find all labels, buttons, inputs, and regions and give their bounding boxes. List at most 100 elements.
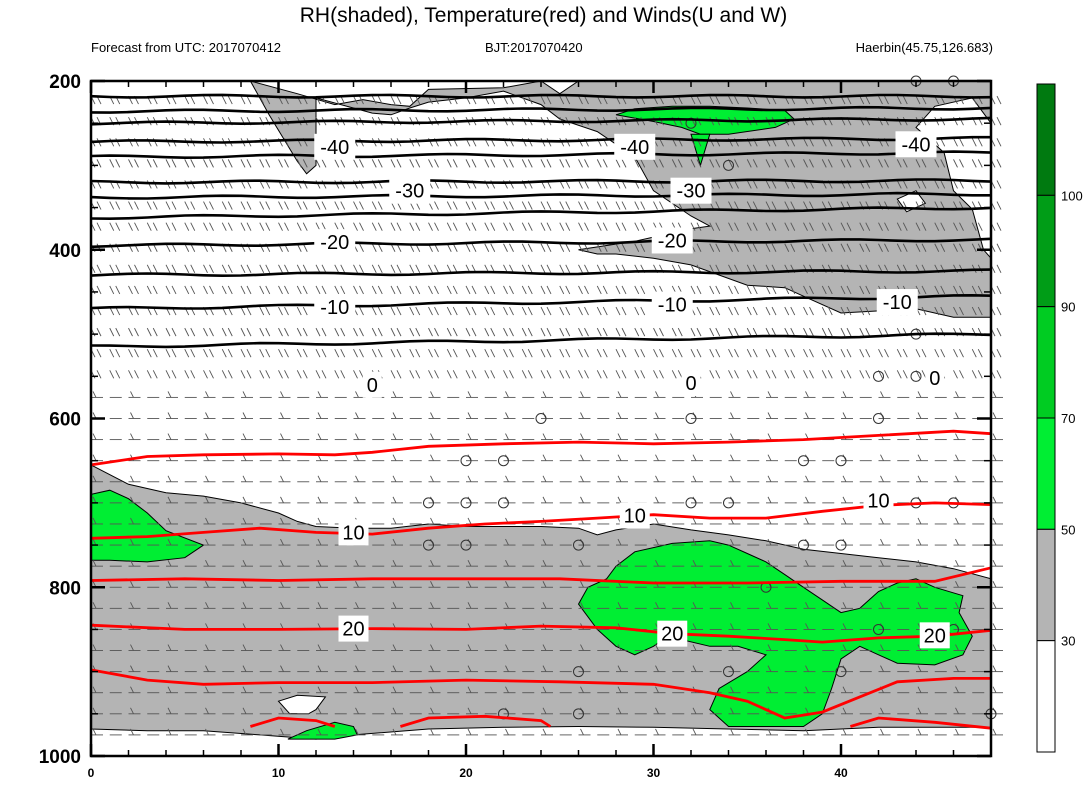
- wind-barb: [377, 201, 383, 210]
- wind-barb: [134, 327, 139, 337]
- temperature-contour-black: [90, 206, 992, 221]
- wind-barb: [396, 285, 402, 295]
- wind-barb: [146, 370, 152, 379]
- calm-wind-circle: [573, 666, 584, 678]
- temperature-contour-red: [90, 566, 992, 585]
- wind-barb-tick: [130, 475, 134, 482]
- wind-barb: [784, 306, 790, 316]
- wind-barb: [659, 370, 664, 379]
- wind-barb: [846, 327, 852, 337]
- wind-barb: [896, 95, 902, 105]
- wind-barb-tick: [992, 665, 997, 672]
- wind-barb-tick: [242, 412, 247, 419]
- wind-barb-tick: [542, 559, 547, 567]
- wind-barb: [827, 349, 833, 358]
- wind-barb: [321, 285, 327, 295]
- wind-barb: [790, 138, 796, 147]
- wind-barb-tick: [430, 475, 434, 482]
- wind-barb: [484, 370, 490, 379]
- wind-barb-tick: [355, 686, 359, 693]
- wind-barb: [527, 370, 533, 379]
- wind-barb: [521, 285, 527, 295]
- colorbar-label: 50: [1061, 522, 1075, 537]
- temperature-contour-black: [90, 293, 992, 310]
- wind-barb-tick: [730, 728, 734, 736]
- wind-barb: [184, 349, 190, 358]
- wind-barb: [709, 306, 715, 316]
- wind-barb: [396, 306, 402, 316]
- wind-barb: [596, 370, 602, 379]
- wind-barb: [246, 370, 252, 379]
- wind-barb-tick: [355, 496, 359, 504]
- calm-wind-circle: [910, 370, 922, 382]
- wind-barb: [390, 95, 396, 105]
- wind-barb: [602, 243, 608, 252]
- wind-barb: [809, 222, 814, 231]
- wind-barb-tick: [992, 559, 997, 567]
- wind-barb: [578, 159, 583, 168]
- wind-barb-tick: [505, 412, 509, 419]
- wind-barb: [934, 349, 940, 358]
- wind-barb: [677, 327, 683, 337]
- wind-barb: [934, 222, 940, 231]
- wind-barb-tick: [617, 496, 622, 504]
- wind-barb: [359, 222, 364, 231]
- wind-barb: [409, 285, 415, 295]
- wind-barb-tick: [880, 602, 884, 609]
- wind-barb: [915, 243, 921, 252]
- wind-barb: [190, 201, 196, 210]
- x-tick-label: 10: [272, 766, 286, 780]
- wind-barb: [752, 159, 758, 168]
- wind-barb-tick: [167, 475, 172, 482]
- wind-barb: [259, 349, 265, 358]
- wind-barb: [452, 159, 458, 168]
- wind-barb: [165, 285, 171, 295]
- wind-barb: [677, 159, 683, 168]
- wind-barb: [784, 180, 790, 189]
- wind-barb: [827, 243, 833, 252]
- wind-barb: [915, 222, 921, 231]
- contour-label-black-bg: [314, 294, 356, 321]
- wind-barb: [165, 201, 171, 210]
- wind-barb: [509, 201, 514, 210]
- wind-barb: [996, 138, 1002, 147]
- wind-barb-tick: [392, 602, 397, 609]
- temperature-contour-red: [849, 716, 992, 730]
- wind-barb-tick: [242, 581, 247, 588]
- wind-barb: [278, 201, 283, 210]
- wind-barb: [109, 264, 115, 274]
- wind-barb: [584, 285, 589, 295]
- wind-barb: [902, 349, 908, 358]
- wind-barb-tick: [955, 581, 959, 588]
- wind-barb-tick: [167, 665, 172, 672]
- wind-barb-tick: [992, 475, 997, 482]
- wind-barb: [752, 306, 758, 316]
- wind-barb: [452, 370, 458, 379]
- wind-barb: [559, 264, 565, 274]
- wind-barb: [690, 159, 696, 168]
- wind-barb: [715, 95, 721, 105]
- wind-barb: [246, 306, 252, 316]
- wind-barb: [471, 327, 477, 337]
- wind-barb: [578, 243, 583, 252]
- wind-barb-tick: [880, 475, 884, 482]
- wind-barb: [827, 327, 833, 337]
- wind-barb: [284, 222, 289, 231]
- wind-barb: [546, 285, 552, 295]
- wind-barb: [602, 159, 608, 168]
- contour-label-black: -10: [883, 292, 912, 314]
- wind-barb: [746, 264, 752, 274]
- wind-barb: [296, 327, 302, 337]
- wind-barb: [465, 306, 471, 316]
- wind-barb: [878, 243, 883, 252]
- wind-barb: [827, 306, 833, 316]
- wind-barb: [659, 327, 664, 337]
- wind-barb: [302, 370, 308, 379]
- wind-barb: [709, 159, 715, 168]
- wind-barb-tick: [467, 602, 472, 609]
- wind-barb: [203, 201, 208, 210]
- wind-barb: [878, 222, 883, 231]
- contour-label-black: -40: [320, 137, 349, 159]
- wind-barb: [803, 222, 808, 231]
- wind-barb: [821, 285, 827, 295]
